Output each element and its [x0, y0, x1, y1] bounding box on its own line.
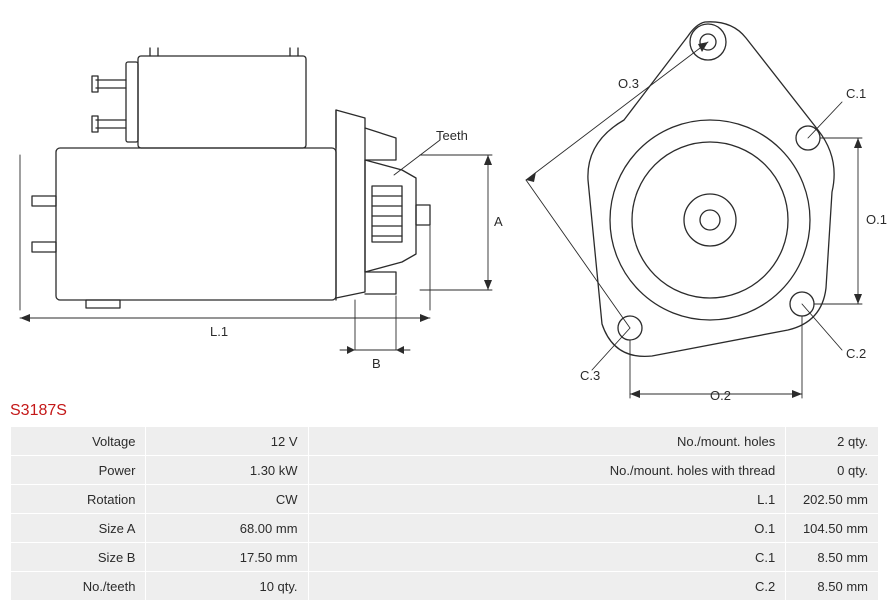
spec-value: 104.50 mm: [786, 514, 878, 542]
table-row: Rotation CW L.1 202.50 mm: [11, 485, 878, 513]
label-L1: L.1: [210, 324, 228, 339]
label-B: B: [372, 356, 381, 371]
label-C3: C.3: [580, 368, 600, 383]
spec-label: No./mount. holes with thread: [309, 456, 786, 484]
label-teeth: Teeth: [436, 128, 468, 143]
diagram-area: Teeth A L.1 B O.3 O.1 O.2 C.1 C.2 C.3: [0, 0, 889, 405]
label-C2: C.2: [846, 346, 866, 361]
spec-label: C.1: [309, 543, 786, 571]
part-number: S3187S: [10, 402, 67, 420]
spec-label: Voltage: [11, 427, 145, 455]
label-O1: O.1: [866, 212, 887, 227]
label-O2: O.2: [710, 388, 731, 403]
spec-table: Voltage 12 V No./mount. holes 2 qty. Pow…: [10, 426, 879, 601]
spec-value: 8.50 mm: [786, 543, 878, 571]
table-row: Voltage 12 V No./mount. holes 2 qty.: [11, 427, 878, 455]
spec-value: 2 qty.: [786, 427, 878, 455]
technical-drawing: Teeth A L.1 B O.3 O.1 O.2 C.1 C.2 C.3: [0, 0, 889, 405]
spec-label: Rotation: [11, 485, 145, 513]
spec-value: 202.50 mm: [786, 485, 878, 513]
spec-label: Size B: [11, 543, 145, 571]
table-row: Size A 68.00 mm O.1 104.50 mm: [11, 514, 878, 542]
spec-value: CW: [146, 485, 307, 513]
table-row: Power 1.30 kW No./mount. holes with thre…: [11, 456, 878, 484]
label-A: A: [494, 214, 503, 229]
spec-value: 12 V: [146, 427, 307, 455]
spec-label: O.1: [309, 514, 786, 542]
spec-value: 0 qty.: [786, 456, 878, 484]
table-row: Size B 17.50 mm C.1 8.50 mm: [11, 543, 878, 571]
spec-value: 17.50 mm: [146, 543, 307, 571]
label-C1: C.1: [846, 86, 866, 101]
spec-label: No./mount. holes: [309, 427, 786, 455]
spec-value: 68.00 mm: [146, 514, 307, 542]
spec-label: Size A: [11, 514, 145, 542]
spec-label: Power: [11, 456, 145, 484]
spec-value: 1.30 kW: [146, 456, 307, 484]
spec-label: L.1: [309, 485, 786, 513]
label-O3: O.3: [618, 76, 639, 91]
